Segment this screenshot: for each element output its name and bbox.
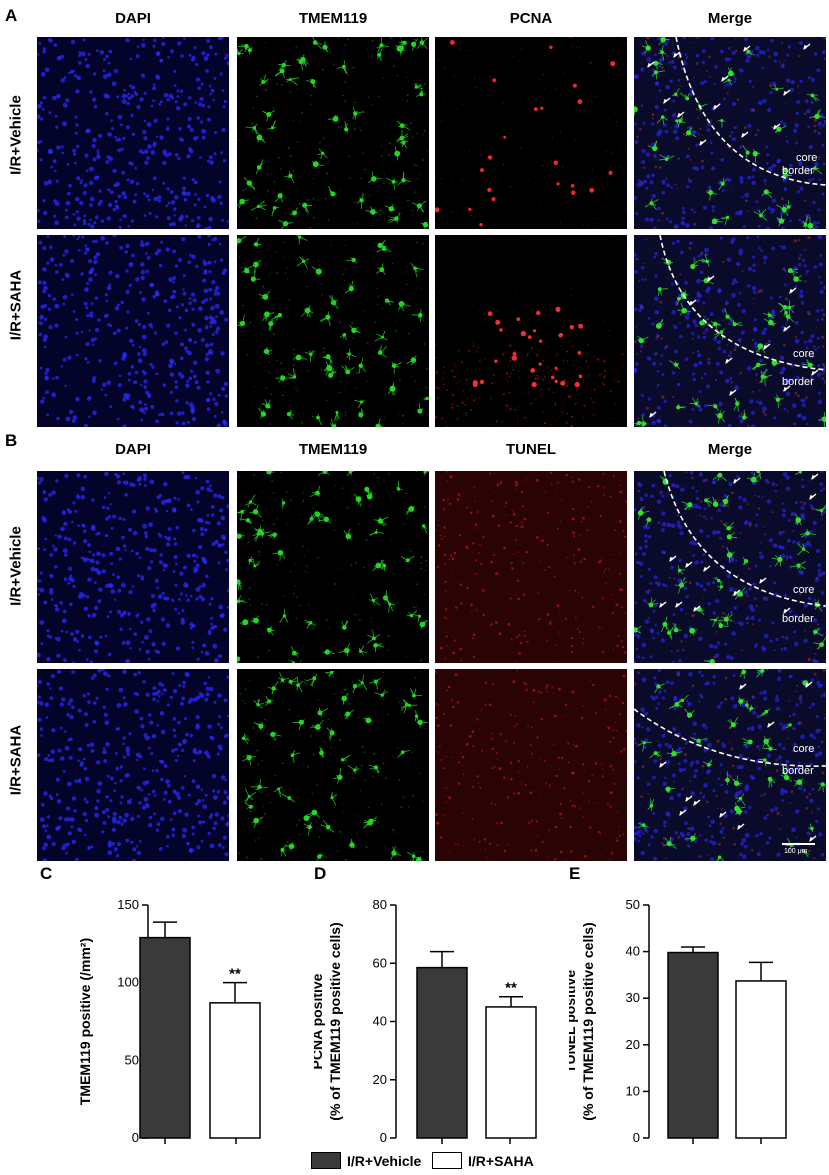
micrograph-b-vehicle-tunel xyxy=(435,471,627,663)
column-header-merge: Merge xyxy=(707,10,753,27)
y-tick-label: 80 xyxy=(373,897,387,912)
y-tick-label: 40 xyxy=(373,1014,387,1029)
micrograph-b-saha-dapi xyxy=(37,669,229,861)
panel-letter-d: D xyxy=(314,864,327,883)
micrograph-a-vehicle-dapi xyxy=(37,37,229,229)
row-label-saha: I/R+SAHA xyxy=(7,724,25,796)
bar-saha xyxy=(209,1002,261,1139)
micrograph-a-saha-pcna xyxy=(435,235,627,427)
column-header-tmem119: TMEM119 xyxy=(298,10,368,27)
y-tick-label: 0 xyxy=(132,1130,139,1145)
micrograph-a-saha-merge xyxy=(634,235,826,427)
micrograph-b-saha-tmem119 xyxy=(237,669,429,861)
significance-mark: ** xyxy=(505,980,517,997)
y-tick-label: 30 xyxy=(626,990,640,1005)
y-axis-label: (% of TMEM119 positive cells) xyxy=(327,922,343,1120)
bar-saha xyxy=(735,980,787,1139)
bar-vehicle xyxy=(416,966,468,1139)
y-axis-label: (% of TMEM119 positive cells) xyxy=(580,922,596,1120)
y-tick-label: 0 xyxy=(633,1130,640,1145)
y-axis-label: TMEM119 positive (/mm²) xyxy=(77,938,93,1105)
panel-letter-b: B xyxy=(5,431,18,450)
core-label: core xyxy=(793,348,815,360)
column-header-tmem119: TMEM119 xyxy=(298,441,368,458)
chart-c: 0 50 100 150 TMEM119 positive (/mm²) ** xyxy=(77,897,261,1145)
core-label: core xyxy=(793,743,815,755)
bar-vehicle xyxy=(667,951,719,1139)
micrograph-b-saha-tunel xyxy=(435,669,627,861)
legend-label-vehicle: I/R+Vehicle xyxy=(347,1153,422,1169)
legend-swatch-saha xyxy=(432,1152,462,1169)
y-tick-label: 40 xyxy=(626,944,640,959)
border-label: border xyxy=(782,376,814,388)
micrograph-b-vehicle-dapi xyxy=(37,471,229,663)
legend-swatch-vehicle xyxy=(311,1152,341,1169)
y-axis-label: PCNA positive xyxy=(314,973,325,1069)
panel-letter-c: C xyxy=(40,864,53,883)
micrograph-a-saha-tmem119 xyxy=(237,235,429,427)
row-label-vehicle: I/R+Vehicle xyxy=(7,95,25,175)
row-label-vehicle: I/R+Vehicle xyxy=(7,526,25,606)
y-tick-label: 50 xyxy=(125,1052,139,1067)
y-tick-label: 20 xyxy=(373,1072,387,1087)
panel-letter-e: E xyxy=(569,864,581,883)
core-label: core xyxy=(793,584,815,596)
column-header-tunel: TUNEL xyxy=(506,441,556,458)
border-label: border xyxy=(782,613,814,625)
legend-label-saha: I/R+SAHA xyxy=(468,1153,534,1169)
border-label: border xyxy=(782,165,814,177)
core-label: core xyxy=(796,152,818,164)
y-tick-label: 20 xyxy=(626,1037,640,1052)
y-tick-label: 60 xyxy=(373,955,387,970)
column-header-merge: Merge xyxy=(707,441,753,458)
micrograph-b-saha-merge xyxy=(634,669,826,861)
micrograph-b-vehicle-tmem119 xyxy=(237,471,429,663)
column-header-pcna: PCNA xyxy=(509,10,553,27)
bar-vehicle xyxy=(139,936,191,1139)
bar-saha xyxy=(485,1006,537,1139)
scale-bar xyxy=(782,843,815,845)
y-tick-label: 0 xyxy=(380,1130,387,1145)
column-header-dapi: DAPI xyxy=(115,441,151,458)
scale-bar-label: 100 μm xyxy=(784,848,808,855)
significance-mark: ** xyxy=(229,966,241,983)
micrograph-a-vehicle-merge xyxy=(634,37,826,229)
chart-d: 0 20 40 60 80 PCNA positive (% of TMEM119 posi… xyxy=(314,897,537,1145)
border-label: border xyxy=(782,765,814,777)
micrograph-a-vehicle-pcna xyxy=(435,37,627,229)
y-tick-label: 50 xyxy=(626,897,640,912)
panel-letter-a: A xyxy=(5,6,18,25)
column-header-dapi: DAPI xyxy=(115,10,151,27)
micrograph-a-saha-dapi xyxy=(37,235,229,427)
chart-e: 0 10 20 30 40 50 TUNEL positive (% of TMEM119 p… xyxy=(569,897,787,1145)
y-tick-label: 150 xyxy=(117,897,139,912)
y-tick-label: 100 xyxy=(117,975,139,990)
y-axis-label: TUNEL positive xyxy=(569,970,578,1073)
micrograph-b-vehicle-merge xyxy=(634,471,826,663)
row-label-saha: I/R+SAHA xyxy=(7,269,25,341)
micrograph-a-vehicle-tmem119 xyxy=(237,37,429,229)
y-tick-label: 10 xyxy=(626,1083,640,1098)
